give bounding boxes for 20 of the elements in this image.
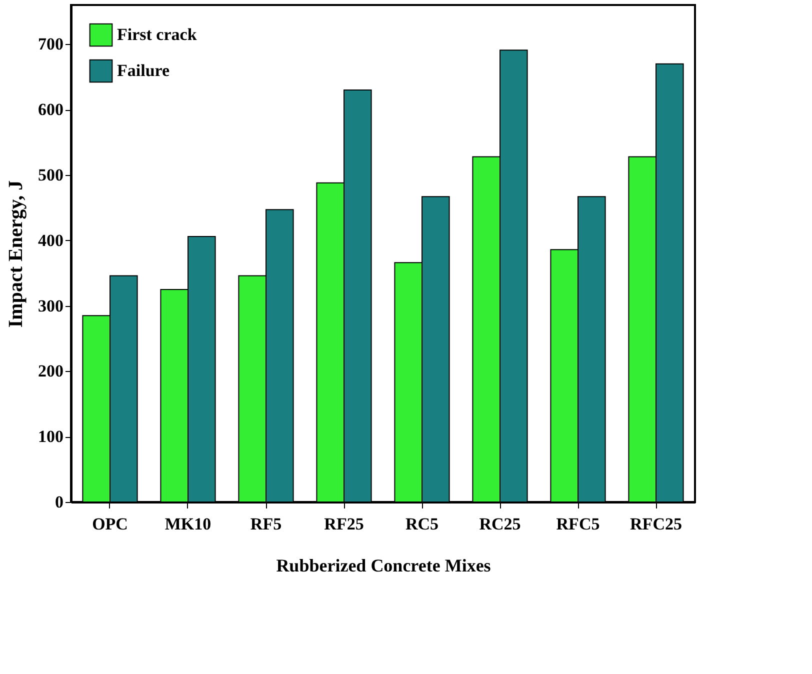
x-tick-label: RFC25 [630,514,682,534]
y-tick-label: 600 [38,100,64,120]
y-tick-label: 300 [38,296,64,316]
legend-label: First crack [117,25,198,44]
x-tick-label: OPC [92,514,128,534]
x-tick-label: MK10 [164,514,212,534]
y-tick-label: 400 [38,230,64,250]
x-tick-label: RC25 [479,514,521,534]
y-tick-label: 700 [38,34,64,54]
x-tick-label: RFC5 [556,514,600,534]
y-tick-label: 200 [38,362,64,381]
y-tick-label: 100 [38,427,64,446]
x-tick-label: RC5 [405,514,439,534]
y-tick-label: 500 [38,166,64,185]
x-axis-title: Rubberized Concrete Mixes [276,556,491,576]
legend-label: Failure [117,61,170,80]
x-tick-label: RF25 [324,514,364,534]
x-tick-label: RF5 [250,514,282,534]
y-tick-label: 0 [55,492,64,512]
y-axis-title: Impact Energy, J [5,180,27,328]
